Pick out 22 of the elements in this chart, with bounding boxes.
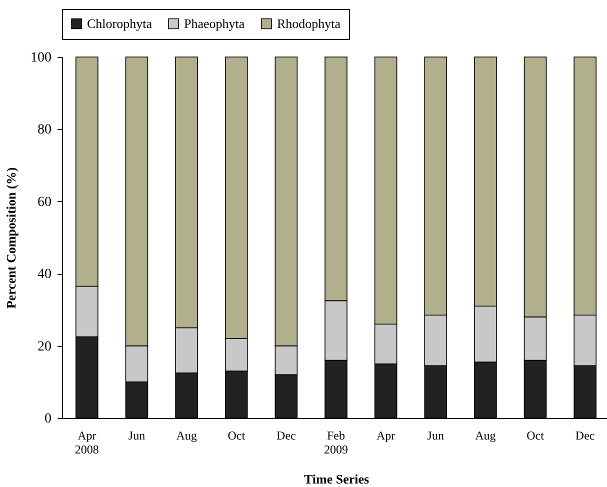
y-tick-label: 20 [38,339,52,354]
x-tick-label: Jun [427,428,444,442]
legend-label: Rhodophyta [277,16,341,31]
y-tick-label: 100 [30,50,52,66]
x-tick-label: Dec [276,428,296,442]
x-tick-label: Oct [228,428,246,442]
x-tick-label: Jun [128,428,146,442]
x-tick-label: Aug [475,428,496,442]
legend-label: Chlorophyta [87,16,152,31]
y-tick-label: 60 [38,194,52,210]
legend-label: Phaeophyta [184,16,245,31]
x-tick-label: Feb 2009 [324,428,348,456]
x-tick-label: Oct [526,428,545,442]
y-tick-label: 0 [44,412,52,426]
x-tick-label: Apr 2008 [74,428,99,456]
y-tick-label: 40 [38,267,52,282]
x-tick-label: Apr [376,428,396,442]
x-axis-title: Time Series [304,472,370,486]
x-tick-label: Dec [575,428,595,442]
x-tick-label: Aug [176,428,197,442]
y-tick-label: 80 [38,122,52,138]
y-axis-title: Percent Composition (%) [4,167,18,309]
